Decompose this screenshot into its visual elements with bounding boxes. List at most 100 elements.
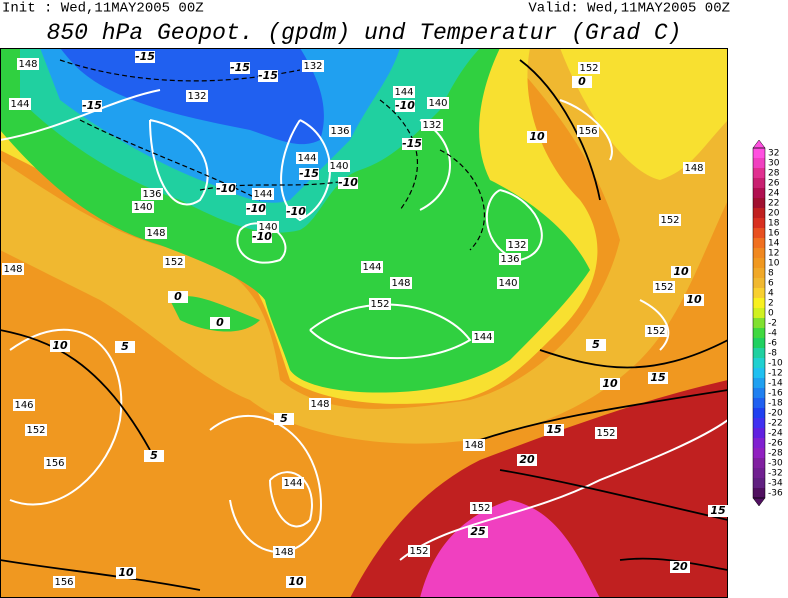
label-backdrop (408, 545, 430, 557)
geopotential-label: 152 (26, 425, 45, 436)
colorbar-segment (753, 348, 765, 359)
label-backdrop (586, 339, 606, 351)
temperature-label: 15 (650, 371, 666, 384)
colorbar-label: 14 (768, 239, 780, 249)
colorbar-label: 26 (768, 179, 780, 189)
colorbar-segment (753, 238, 765, 249)
label-backdrop (395, 100, 415, 112)
label-backdrop (246, 203, 266, 215)
valid-time: Valid: Wed,11MAY2005 00Z (528, 1, 730, 17)
colorbar-segment (753, 148, 765, 159)
temperature-label: 10 (529, 130, 545, 143)
colorbar-segment (753, 468, 765, 479)
colorbar-segment (753, 308, 765, 319)
colorbar-label: 32 (768, 149, 779, 159)
geopotential-label: 152 (409, 546, 428, 557)
label-backdrop (116, 567, 136, 579)
colorbar-label: 18 (768, 219, 780, 229)
geopotential-label: 136 (142, 189, 161, 200)
colorbar-segment (753, 408, 765, 419)
colorbar-label: -2 (768, 319, 777, 329)
colorbar-segment (753, 428, 765, 439)
colorbar-label: -10 (768, 359, 783, 369)
geopotential-label: 156 (45, 458, 64, 469)
label-backdrop (299, 168, 319, 180)
label-backdrop (282, 477, 304, 489)
colorbar-segment (753, 448, 765, 459)
label-backdrop (2, 263, 24, 275)
colorbar-label: -4 (768, 329, 777, 339)
colorbar-segment (753, 318, 765, 329)
label-backdrop (168, 291, 188, 303)
geopotential-label: 140 (258, 222, 277, 233)
colorbar-segment (753, 228, 765, 239)
label-backdrop (230, 62, 250, 74)
label-backdrop (163, 256, 185, 268)
geopotential-label: 148 (18, 59, 37, 70)
colorbar-segment (753, 178, 765, 189)
geopotential-label: 144 (10, 99, 29, 110)
label-backdrop (421, 119, 443, 131)
colorbar-label: -36 (768, 489, 783, 499)
label-backdrop (402, 138, 422, 150)
colorbar-segment (753, 398, 765, 409)
temperature-label: 10 (686, 293, 702, 306)
label-backdrop (393, 86, 415, 98)
label-backdrop (9, 98, 31, 110)
colorbar-segment (753, 258, 765, 269)
geopotential-label: 144 (253, 189, 272, 200)
geopotential-label: 148 (310, 399, 329, 410)
colorbar-segment (753, 478, 765, 489)
colorbar-segment (753, 488, 765, 499)
geopotential-label: 148 (684, 163, 703, 174)
colorbar-segment (753, 358, 765, 369)
map-area (0, 48, 728, 598)
geopotential-label: 148 (391, 278, 410, 289)
temperature-label: 10 (602, 377, 618, 390)
colorbar-label: -8 (768, 349, 777, 359)
label-backdrop (595, 427, 617, 439)
colorbar-label: 28 (768, 169, 780, 179)
temperature-label: 0 (174, 290, 182, 303)
label-backdrop (252, 188, 274, 200)
geopotential-label: 144 (297, 153, 316, 164)
field-hot (350, 380, 728, 598)
label-backdrop (145, 227, 167, 239)
colorbar-segment (753, 208, 765, 219)
label-backdrop (369, 298, 391, 310)
label-backdrop (517, 454, 537, 466)
label-backdrop (286, 576, 306, 588)
label-backdrop (216, 183, 236, 195)
colorbar-label: 30 (768, 159, 780, 169)
label-backdrop (302, 60, 324, 72)
geopotential-label: 144 (283, 478, 302, 489)
label-backdrop (527, 131, 547, 143)
label-backdrop (578, 62, 600, 74)
temperature-label: -10 (338, 176, 358, 189)
colorbar-segment (753, 168, 765, 179)
label-backdrop (463, 439, 485, 451)
colorbar-label: -12 (768, 369, 783, 379)
colorbar: 32302826242220181614121086420-2-4-6-8-10… (752, 139, 783, 507)
label-backdrop (141, 188, 163, 200)
geopotential-label: 156 (54, 577, 73, 588)
temperature-label: -10 (252, 230, 272, 243)
colorbar-segment (753, 248, 765, 259)
label-backdrop (708, 505, 728, 517)
label-backdrop (328, 160, 350, 172)
colorbar-label: 24 (768, 189, 780, 199)
colorbar-label: -26 (768, 439, 783, 449)
colorbar-label: 20 (768, 209, 780, 219)
colorbar-label: -28 (768, 449, 783, 459)
colorbar-label: -14 (768, 379, 783, 389)
label-backdrop (499, 253, 521, 265)
label-backdrop (132, 201, 154, 213)
map-title: 850 hPa Geopot. (gpdm) und Temperatur (G… (47, 20, 682, 46)
colorbar-label: -32 (768, 469, 783, 479)
label-backdrop (670, 561, 690, 573)
temperature-label: 5 (280, 412, 288, 425)
colorbar-segment (753, 198, 765, 209)
temperature-label: 10 (673, 265, 689, 278)
colorbar-label: -34 (768, 479, 783, 489)
geopotential-label: 148 (146, 228, 165, 239)
